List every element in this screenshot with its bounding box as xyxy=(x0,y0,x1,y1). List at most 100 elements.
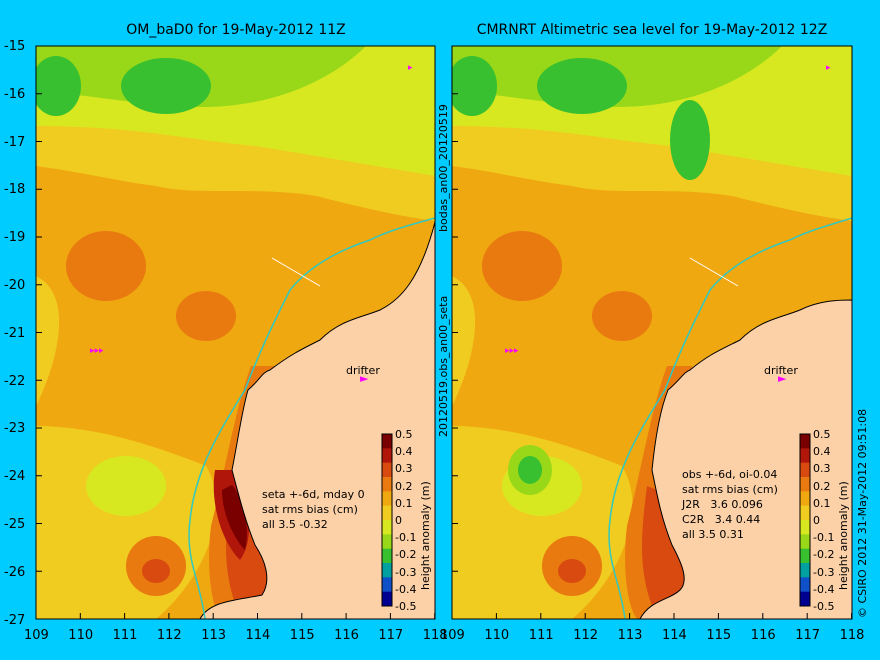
colorbar-swatch xyxy=(800,520,810,535)
y-tick-label: -16 xyxy=(4,86,26,102)
y-tick-label: -22 xyxy=(4,373,26,389)
x-tick-label: 115 xyxy=(289,628,315,643)
x-tick-label: 111 xyxy=(528,628,554,643)
colorbar-tick-label: 0.2 xyxy=(395,479,413,493)
colorbar-swatch xyxy=(382,491,392,507)
colorbar-tick-label: 0 xyxy=(395,514,402,527)
drifter-label-left: drifter xyxy=(346,364,380,377)
colorbar-tick-label: 0.2 xyxy=(813,479,831,493)
colorbar-swatch xyxy=(800,591,810,607)
colorbar-swatch xyxy=(800,491,810,507)
x-tick-label: 109 xyxy=(440,628,465,643)
colorbar-swatch xyxy=(800,434,810,449)
x-tick-label: 117 xyxy=(378,628,404,643)
colorbar-label-left: height anomaly (m) xyxy=(419,481,432,590)
colorbar-tick-label: 0.5 xyxy=(813,428,831,441)
colorbar-tick-label: 0.3 xyxy=(813,462,831,476)
land-mass-left xyxy=(199,221,435,619)
colorbar-tick-label: -0.3 xyxy=(395,565,417,579)
right-map: ▸▸▸ ▸ ► xyxy=(452,46,852,619)
colorbar-tick-label: -0.3 xyxy=(813,565,835,579)
colorbar-tick-label: 0.5 xyxy=(395,428,413,441)
land-mass-right xyxy=(639,299,852,619)
colorbar-tick-label: -0.2 xyxy=(813,548,835,562)
colorbar-right xyxy=(799,433,811,607)
colorbar-tick-label: 0 xyxy=(813,514,820,527)
x-tick-label: 118 xyxy=(839,628,865,643)
colorbar-frame xyxy=(799,433,811,607)
y-tick-label: -17 xyxy=(4,134,26,150)
credit-label: © CSIRO 2012 31-May-2012 09:51:08 xyxy=(856,408,869,618)
colorbar-tick-label: -0.1 xyxy=(813,531,835,545)
y-tick-label: -20 xyxy=(4,278,26,293)
colorbar-swatch xyxy=(382,462,392,478)
colorbar-tick-label: 0.1 xyxy=(395,496,413,510)
colorbar-swatch xyxy=(800,534,810,550)
colorbar-swatch xyxy=(800,505,810,521)
x-tick-label: 116 xyxy=(750,628,776,643)
colorbar-swatch xyxy=(800,448,810,464)
colorbar-tick-label: -0.4 xyxy=(395,582,417,596)
y-tick-label: -21 xyxy=(4,325,26,341)
y-tick-label: -25 xyxy=(4,517,26,532)
left-map-title: OM_baD0 for 19-May-2012 11Z xyxy=(126,22,346,38)
colorbar-swatch xyxy=(800,563,810,578)
colorbar-swatch xyxy=(382,577,392,593)
x-tick-label: 117 xyxy=(795,628,821,643)
colorbar-swatch xyxy=(382,548,392,564)
colorbar-swatch xyxy=(382,591,392,607)
y-tick-label: -18 xyxy=(4,182,26,198)
x-tick-label: 110 xyxy=(68,628,94,643)
svg-text:►: ► xyxy=(360,372,369,385)
x-tick-label: 115 xyxy=(706,628,732,643)
colorbar-swatch xyxy=(800,548,810,564)
x-tick-label: 114 xyxy=(245,628,271,643)
colorbar-tick-label: 0.4 xyxy=(395,445,413,459)
svg-text:▸▸▸: ▸▸▸ xyxy=(505,346,519,356)
colorbar-swatch xyxy=(800,477,810,492)
y-tick-label: -26 xyxy=(4,564,26,580)
side-label-top: bodas_an00_20120519 xyxy=(437,104,450,232)
x-tick-label: 112 xyxy=(156,628,182,643)
y-tick-label: -15 xyxy=(4,39,26,54)
colorbar-swatch xyxy=(382,448,392,464)
colorbar-swatch xyxy=(382,534,392,550)
svg-text:►: ► xyxy=(778,372,787,385)
colorbar-swatch xyxy=(382,520,392,535)
colorbar-swatch xyxy=(382,477,392,492)
y-tick-label: -24 xyxy=(4,469,26,485)
colorbar-tick-label: -0.5 xyxy=(395,600,417,613)
colorbar-tick-label: -0.5 xyxy=(813,600,835,613)
x-tick-label: 114 xyxy=(662,628,687,643)
x-tick-label: 110 xyxy=(484,628,510,643)
x-tick-label: 112 xyxy=(573,628,599,643)
svg-text:▸: ▸ xyxy=(826,63,831,73)
colorbar-label-right: height anomaly (m) xyxy=(837,481,850,590)
colorbar-tick-label: -0.2 xyxy=(395,548,417,562)
x-tick-label: 111 xyxy=(112,628,138,643)
colorbar-swatch xyxy=(382,434,392,449)
left-map: ▸▸▸ ▸ ► xyxy=(36,46,435,619)
left-stats-note: seta +-6d, mday 0 sat rms bias (cm) all … xyxy=(262,488,365,531)
x-tick-label: 116 xyxy=(334,628,359,643)
x-tick-label: 109 xyxy=(24,628,49,643)
x-tick-label: 113 xyxy=(617,628,643,643)
colorbar-left xyxy=(381,433,393,607)
colorbar-tick-label: -0.4 xyxy=(813,582,835,596)
colorbar-frame xyxy=(381,433,393,607)
colorbar-swatch xyxy=(800,462,810,478)
y-tick-label: -19 xyxy=(4,230,26,246)
colorbar-tick-label: 0.3 xyxy=(395,462,413,476)
colorbar-swatch xyxy=(382,563,392,578)
svg-text:▸: ▸ xyxy=(408,63,413,73)
side-label-bottom: 20120519.obs_an00_seta xyxy=(437,295,450,437)
right-map-title: CMRNRT Altimetric sea level for 19-May-2… xyxy=(476,22,828,38)
x-tick-label: 118 xyxy=(422,628,448,643)
x-tick-label: 113 xyxy=(201,628,227,643)
drifter-label-right: drifter xyxy=(764,364,798,377)
colorbar-tick-label: -0.1 xyxy=(395,531,417,545)
right-stats-note: obs +-6d, oi-0.04 sat rms bias (cm) J2R … xyxy=(682,468,778,541)
y-tick-label: -27 xyxy=(4,612,26,628)
colorbar-swatch xyxy=(800,577,810,593)
